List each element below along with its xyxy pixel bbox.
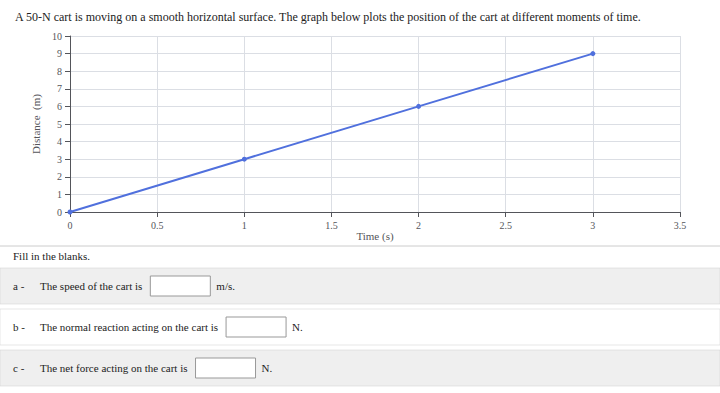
svg-text:5: 5 — [57, 119, 62, 130]
svg-text:The normal reaction acting on: The normal reaction acting on the cart i… — [40, 321, 218, 333]
svg-text:1: 1 — [242, 220, 247, 231]
svg-text:4: 4 — [57, 136, 62, 147]
svg-text:6: 6 — [57, 101, 62, 112]
svg-text:The net force acting on the ca: The net force acting on the cart is — [40, 362, 188, 374]
svg-text:3: 3 — [57, 154, 62, 165]
svg-text:2: 2 — [57, 171, 62, 182]
svg-text:A 50-N cart is moving on a smo: A 50-N cart is moving on a smooth horizo… — [15, 10, 641, 24]
svg-text:8: 8 — [57, 66, 62, 77]
svg-text:3: 3 — [590, 220, 595, 231]
svg-text:1.5: 1.5 — [325, 220, 338, 231]
svg-text:0.5: 0.5 — [151, 220, 164, 231]
svg-text:a -: a - — [13, 280, 25, 292]
svg-text:m/s.: m/s. — [216, 280, 235, 292]
svg-text:N.: N. — [292, 321, 303, 333]
svg-text:2.5: 2.5 — [499, 220, 512, 231]
svg-text:c -: c - — [13, 362, 25, 374]
svg-text:The speed of the cart is: The speed of the cart is — [40, 280, 142, 292]
svg-text:10: 10 — [52, 31, 62, 42]
svg-text:Distance (m): Distance (m) — [30, 94, 43, 154]
svg-text:Time (s): Time (s) — [356, 230, 394, 243]
svg-text:Fill in the blanks.: Fill in the blanks. — [13, 250, 90, 262]
svg-text:2: 2 — [416, 220, 421, 231]
svg-text:N.: N. — [262, 362, 273, 374]
svg-text:0: 0 — [57, 207, 62, 218]
svg-text:0: 0 — [68, 220, 73, 231]
svg-text:1: 1 — [57, 189, 62, 200]
svg-text:9: 9 — [57, 48, 62, 59]
svg-text:7: 7 — [57, 83, 62, 94]
svg-text:b -: b - — [13, 321, 25, 333]
svg-text:3.5: 3.5 — [674, 220, 687, 231]
